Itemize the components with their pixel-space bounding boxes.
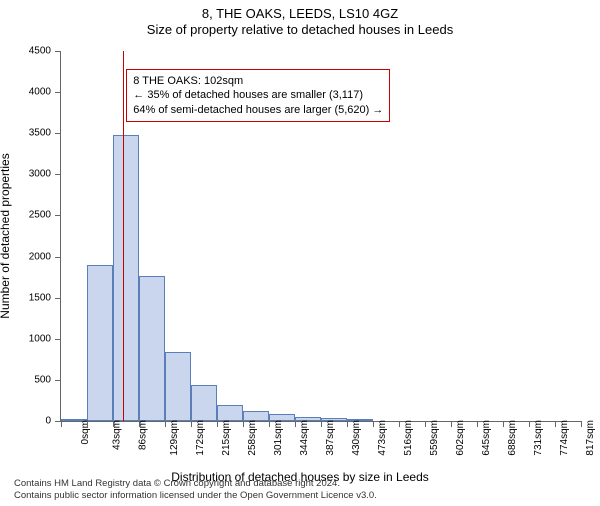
x-tick bbox=[61, 421, 62, 427]
chart-area: 0500100015002000250030003500400045000sqm… bbox=[60, 51, 580, 421]
y-tick-label: 2000 bbox=[29, 251, 51, 262]
footer-line-1: Contains HM Land Registry data © Crown c… bbox=[14, 478, 377, 490]
x-tick bbox=[581, 421, 582, 427]
x-tick bbox=[399, 421, 400, 427]
x-tick bbox=[373, 421, 374, 427]
x-tick-label: 172sqm bbox=[195, 420, 206, 456]
y-tick bbox=[55, 92, 61, 93]
plot-region: 0500100015002000250030003500400045000sqm… bbox=[60, 51, 581, 422]
x-tick bbox=[139, 421, 140, 427]
x-tick bbox=[321, 421, 322, 427]
y-tick-label: 1500 bbox=[29, 292, 51, 303]
footer: Contains HM Land Registry data © Crown c… bbox=[14, 478, 377, 502]
y-tick bbox=[55, 174, 61, 175]
x-tick bbox=[269, 421, 270, 427]
histogram-bar bbox=[191, 385, 217, 421]
x-tick-label: 774sqm bbox=[559, 420, 570, 456]
x-tick-label: 344sqm bbox=[299, 420, 310, 456]
y-tick-label: 0 bbox=[45, 416, 51, 427]
y-tick-label: 3000 bbox=[29, 169, 51, 180]
x-tick bbox=[425, 421, 426, 427]
x-tick-label: 645sqm bbox=[481, 420, 492, 456]
x-tick bbox=[87, 421, 88, 427]
x-tick bbox=[529, 421, 530, 427]
y-tick-label: 4000 bbox=[29, 87, 51, 98]
annotation-box: 8 THE OAKS: 102sqm← 35% of detached hous… bbox=[126, 69, 390, 122]
y-tick-label: 500 bbox=[34, 374, 51, 385]
x-tick-label: 602sqm bbox=[455, 420, 466, 456]
x-tick-label: 387sqm bbox=[325, 420, 336, 456]
x-tick-label: 516sqm bbox=[403, 420, 414, 456]
y-tick bbox=[55, 339, 61, 340]
x-tick bbox=[477, 421, 478, 427]
x-tick-label: 688sqm bbox=[507, 420, 518, 456]
x-tick-label: 129sqm bbox=[169, 420, 180, 456]
y-tick bbox=[55, 133, 61, 134]
y-tick-label: 3500 bbox=[29, 128, 51, 139]
x-tick bbox=[503, 421, 504, 427]
y-axis-label: Number of detached properties bbox=[0, 153, 12, 318]
histogram-bar bbox=[217, 405, 243, 421]
y-tick bbox=[55, 380, 61, 381]
x-tick bbox=[295, 421, 296, 427]
x-tick bbox=[217, 421, 218, 427]
y-tick-label: 4500 bbox=[29, 46, 51, 57]
x-tick-label: 258sqm bbox=[247, 420, 258, 456]
x-tick bbox=[451, 421, 452, 427]
x-tick-label: 0sqm bbox=[80, 420, 91, 444]
x-tick-label: 731sqm bbox=[533, 420, 544, 456]
annotation-line: ← 35% of detached houses are smaller (3,… bbox=[133, 88, 383, 102]
annotation-line: 64% of semi-detached houses are larger (… bbox=[133, 103, 383, 117]
histogram-bar bbox=[165, 352, 191, 421]
x-tick-label: 559sqm bbox=[429, 420, 440, 456]
y-tick bbox=[55, 298, 61, 299]
y-tick-label: 2500 bbox=[29, 210, 51, 221]
annotation-line: 8 THE OAKS: 102sqm bbox=[133, 74, 383, 88]
x-tick-label: 473sqm bbox=[377, 420, 388, 456]
x-tick-label: 430sqm bbox=[351, 420, 362, 456]
y-tick-label: 1000 bbox=[29, 333, 51, 344]
x-tick-label: 301sqm bbox=[273, 420, 284, 456]
marker-line bbox=[123, 51, 124, 421]
x-tick bbox=[113, 421, 114, 427]
page-title: 8, THE OAKS, LEEDS, LS10 4GZ bbox=[0, 6, 600, 21]
y-tick bbox=[55, 51, 61, 52]
x-tick bbox=[191, 421, 192, 427]
x-tick bbox=[243, 421, 244, 427]
histogram-bar bbox=[113, 135, 139, 421]
footer-line-2: Contains public sector information licen… bbox=[14, 490, 377, 502]
x-tick bbox=[555, 421, 556, 427]
x-tick-label: 215sqm bbox=[221, 420, 232, 456]
y-tick bbox=[55, 215, 61, 216]
y-tick bbox=[55, 257, 61, 258]
histogram-bar bbox=[87, 265, 113, 421]
histogram-bar bbox=[139, 276, 165, 421]
x-tick-label: 817sqm bbox=[585, 420, 596, 456]
x-tick bbox=[165, 421, 166, 427]
x-tick bbox=[347, 421, 348, 427]
page-subtitle: Size of property relative to detached ho… bbox=[0, 22, 600, 37]
